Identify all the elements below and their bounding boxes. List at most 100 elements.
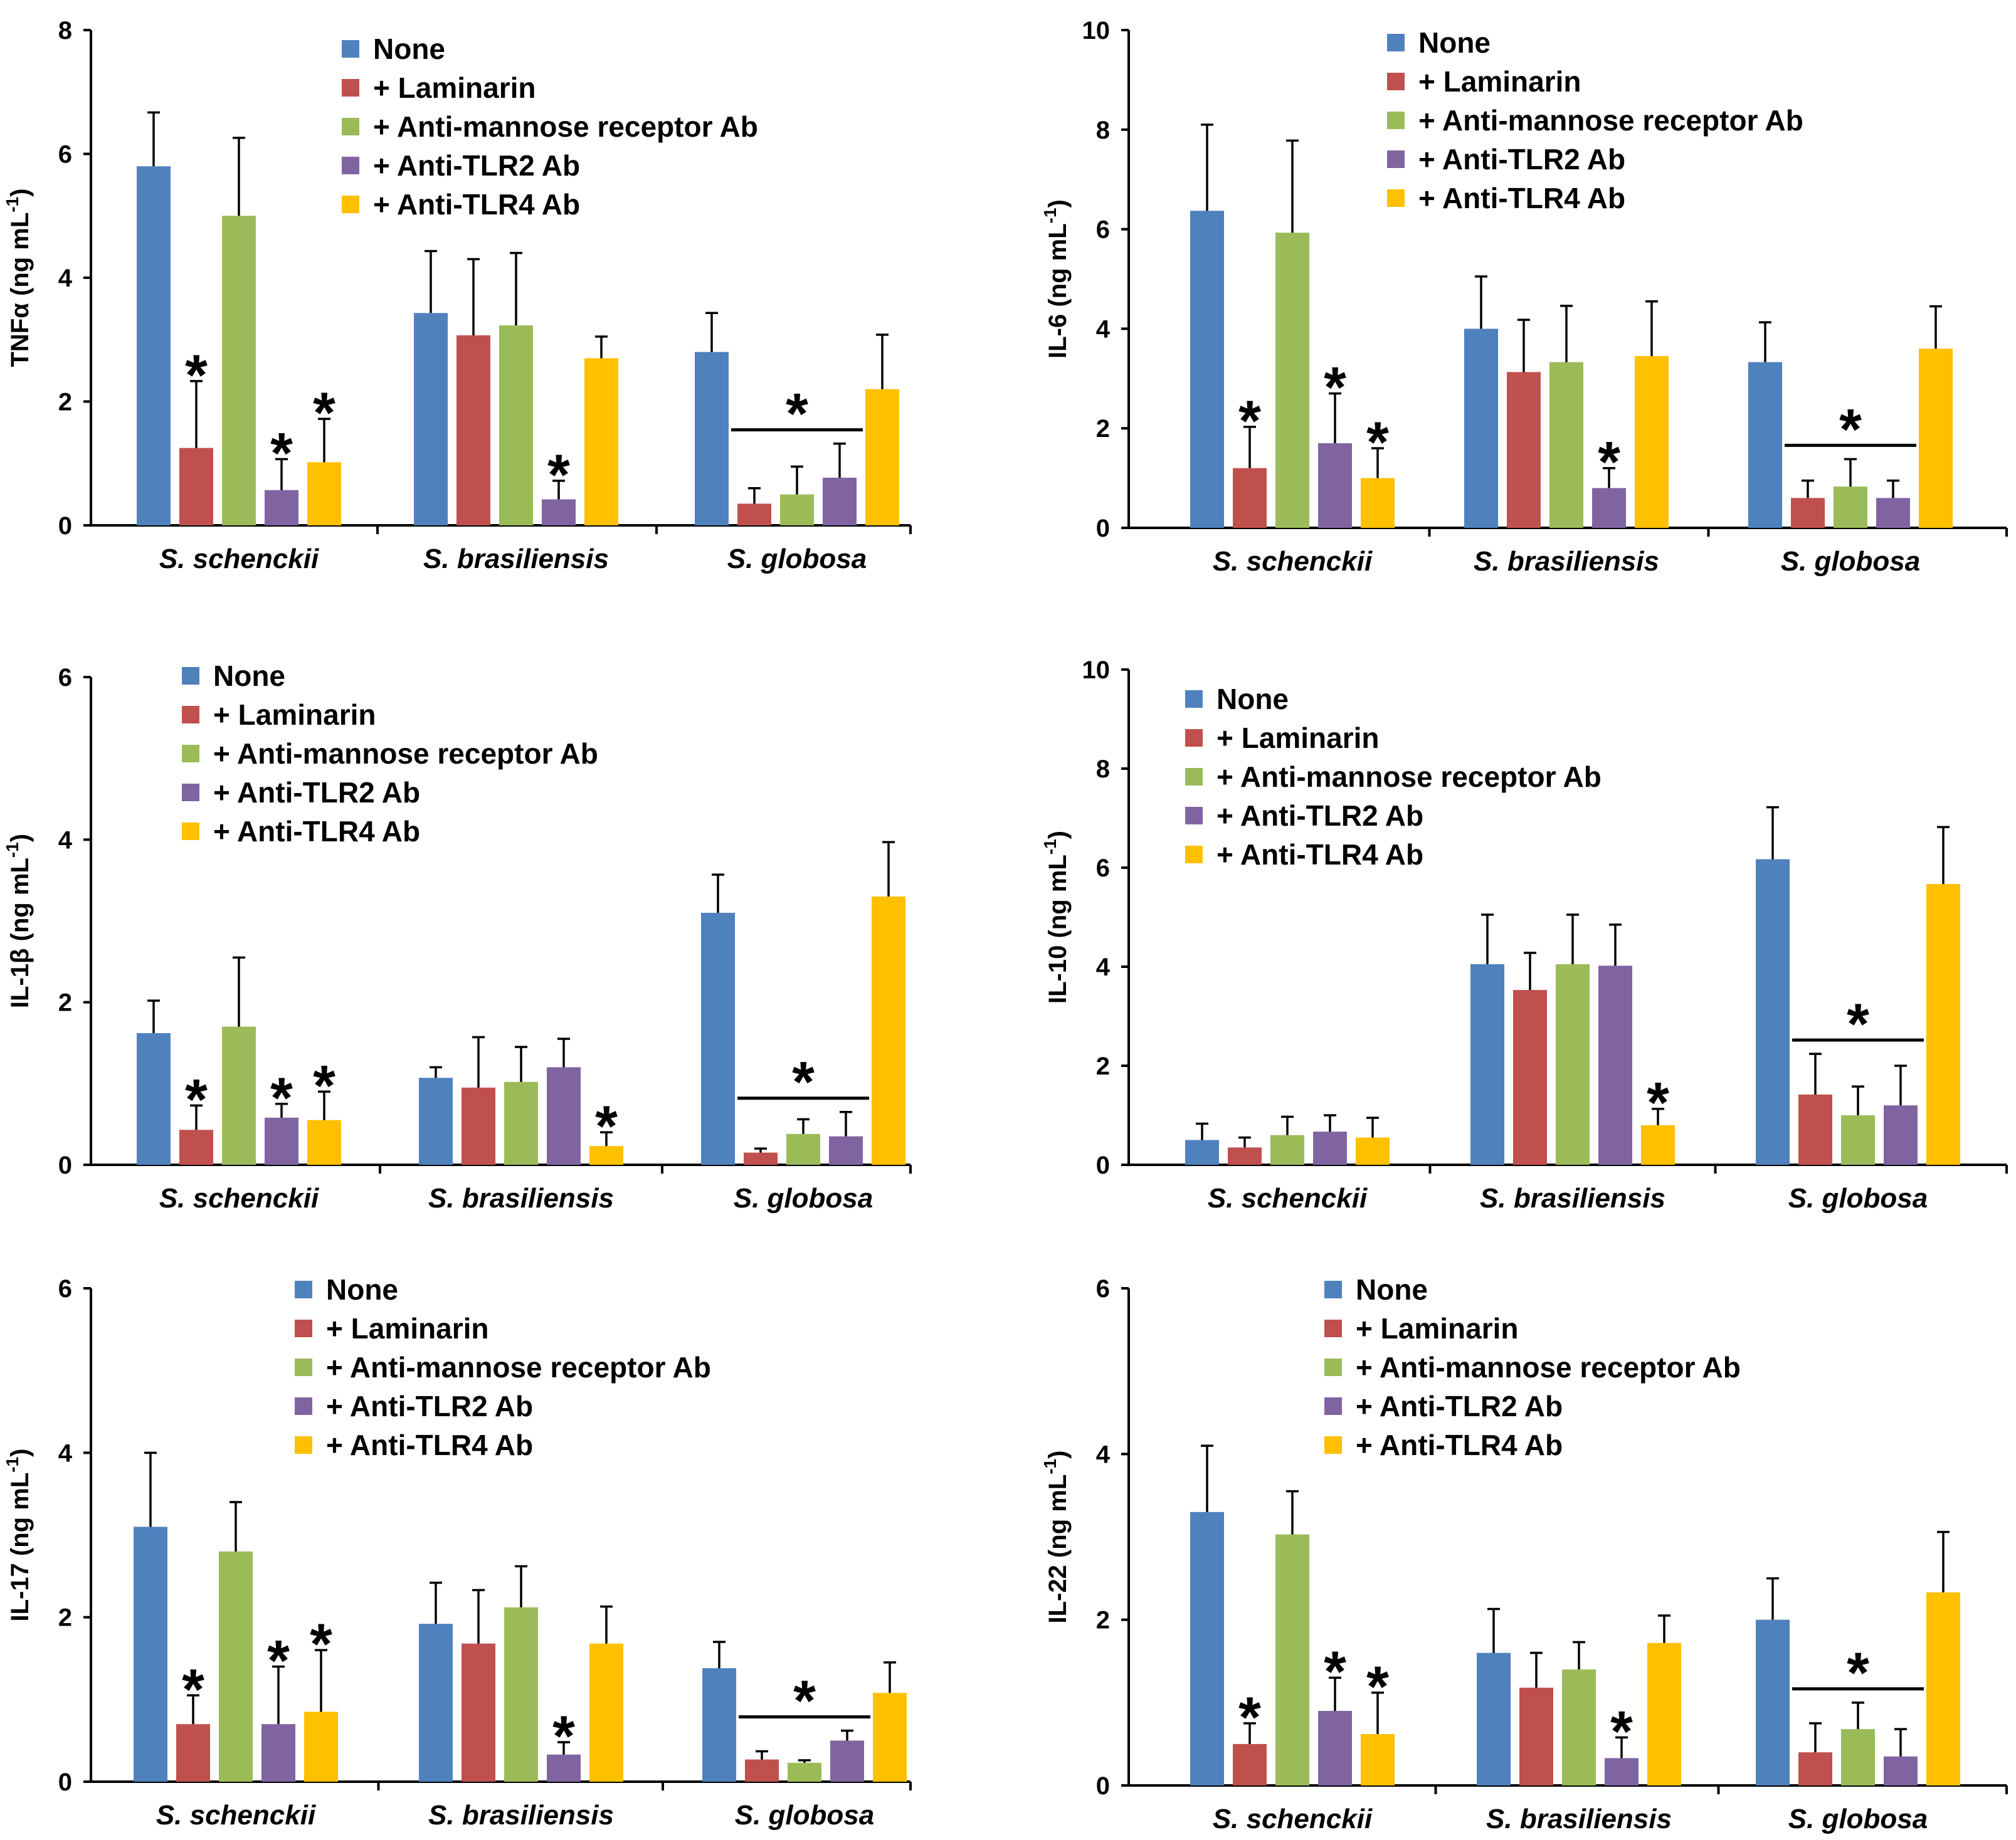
significance-star: * [1647, 1071, 1669, 1135]
bar [179, 1130, 213, 1165]
chart-panel-3: 0 2 4 6 IL-1β (ng mL-1) S. schenckii S. brasil… [3, 660, 912, 1214]
bar [1549, 362, 1583, 528]
y-tick-label: 0 [58, 1769, 72, 1796]
bar [547, 1067, 581, 1165]
legend: None + Laminarin + Anti-mannose receptor A… [182, 660, 598, 848]
legend-label: + Laminarin [213, 698, 376, 731]
bar [1884, 1756, 1918, 1785]
y-axis-label-superscript: -1 [1040, 839, 1060, 854]
bar [134, 1527, 167, 1782]
legend-label: + Anti-mannose receptor Ab [1216, 760, 1602, 793]
legend-label: + Anti-TLR4 Ab [213, 815, 420, 848]
legend-label: None [1356, 1273, 1428, 1306]
bar [414, 313, 448, 525]
bar [695, 352, 729, 525]
y-axis-label: IL-17 (ng mL-1) [3, 1448, 34, 1621]
x-category-label: S. globosa [735, 1800, 874, 1831]
bar [1635, 356, 1669, 528]
legend-label: + Anti-TLR2 Ab [1216, 799, 1423, 832]
bar [462, 1087, 495, 1165]
legend-swatch [342, 118, 359, 135]
significance-star: * [1598, 431, 1620, 495]
bar [1477, 1653, 1511, 1785]
y-axis-label: IL-22 (ng mL-1) [1040, 1450, 1072, 1623]
bar [307, 1120, 341, 1165]
bar [737, 503, 771, 525]
bar [1470, 964, 1504, 1165]
bar [1318, 443, 1352, 528]
significance-star: * [793, 1669, 816, 1733]
legend-swatch [182, 784, 199, 801]
y-axis-label-close: ) [1044, 199, 1072, 208]
x-category-label: S. brasiliensis [1486, 1804, 1672, 1834]
y-axis-label-superscript: -1 [3, 197, 22, 213]
bar [499, 325, 533, 525]
x-category-label: S. globosa [1788, 1183, 1928, 1214]
x-category-label: S. schenckii [1208, 1183, 1368, 1214]
chart-panel-6: 0 2 4 6 IL-22 (ng mL-1) S. schenckii S. brasil… [1040, 1273, 2008, 1834]
y-tick-label: 4 [1096, 1441, 1111, 1468]
bar [1592, 488, 1626, 528]
legend-label: None [1216, 683, 1289, 715]
legend-swatch [1324, 1397, 1342, 1415]
bar [137, 1033, 171, 1165]
y-axis-label: TNFα (ng mL-1) [3, 189, 34, 367]
bar [265, 490, 298, 525]
bar [1841, 1729, 1875, 1785]
legend-label: None [373, 33, 445, 65]
legend-label: + Anti-TLR2 Ab [1356, 1390, 1563, 1422]
significance-star: * [1324, 1640, 1346, 1704]
bar [419, 1078, 453, 1165]
y-tick-label: 8 [1096, 117, 1110, 144]
legend-label: + Anti-TLR4 Ab [1356, 1429, 1563, 1461]
y-tick-label: 4 [58, 826, 73, 854]
legend-label: + Anti-TLR2 Ab [326, 1390, 533, 1422]
legend-label: + Laminarin [1418, 65, 1581, 98]
bar [176, 1724, 210, 1782]
bar [304, 1711, 338, 1782]
bar [823, 477, 857, 525]
bar [830, 1740, 864, 1782]
significance-star: * [310, 1612, 332, 1676]
y-tick-label: 6 [1096, 854, 1110, 882]
x-category-label: S. brasiliensis [428, 1800, 614, 1831]
legend-swatch [342, 40, 359, 58]
x-category-label: S. brasiliensis [428, 1183, 614, 1214]
significance-star: * [552, 1705, 575, 1769]
legend-label: + Anti-TLR4 Ab [1216, 838, 1423, 871]
legend-swatch [1387, 150, 1405, 168]
x-category-label: S. globosa [727, 544, 867, 574]
x-category-label: S. schenckii [156, 1800, 316, 1831]
bar [1641, 1125, 1675, 1165]
y-tick-label: 6 [58, 141, 72, 169]
chart-panel-5: 0 2 4 6 IL-17 (ng mL-1) S. schenckii S. brasil… [3, 1273, 912, 1831]
y-tick-label: 6 [58, 664, 72, 691]
significance-star: * [786, 382, 808, 446]
y-axis-label-main: IL-6 (ng mL [1044, 223, 1072, 359]
bar [1270, 1135, 1304, 1165]
significance-star: * [1847, 1641, 1869, 1705]
legend-label: + Anti-TLR2 Ab [213, 776, 420, 809]
bar [542, 499, 576, 525]
significance-star: * [1610, 1700, 1633, 1764]
y-tick-label: 0 [58, 512, 72, 540]
legend-label: + Anti-TLR4 Ab [373, 188, 580, 221]
bar [744, 1152, 778, 1165]
significance-star: * [1366, 411, 1389, 475]
bar [265, 1117, 298, 1165]
bar [1275, 1534, 1309, 1785]
legend-swatch [1324, 1359, 1342, 1376]
y-tick-label: 10 [1082, 656, 1111, 684]
significance-star: * [1238, 1686, 1261, 1750]
legend-label: None [213, 660, 285, 692]
y-tick-label: 2 [58, 1604, 72, 1632]
y-axis-label-main: IL-1β (ng mL [6, 858, 34, 1008]
bar [1233, 1743, 1267, 1785]
y-tick-label: 0 [1096, 1152, 1110, 1179]
bar [1190, 1511, 1224, 1785]
y-tick-label: 6 [1096, 216, 1110, 244]
legend-label: + Anti-mannose receptor Ab [213, 737, 598, 770]
legend-label: + Laminarin [326, 1312, 488, 1345]
x-category-label: S. schenckii [159, 544, 319, 574]
bar [1798, 1752, 1832, 1785]
